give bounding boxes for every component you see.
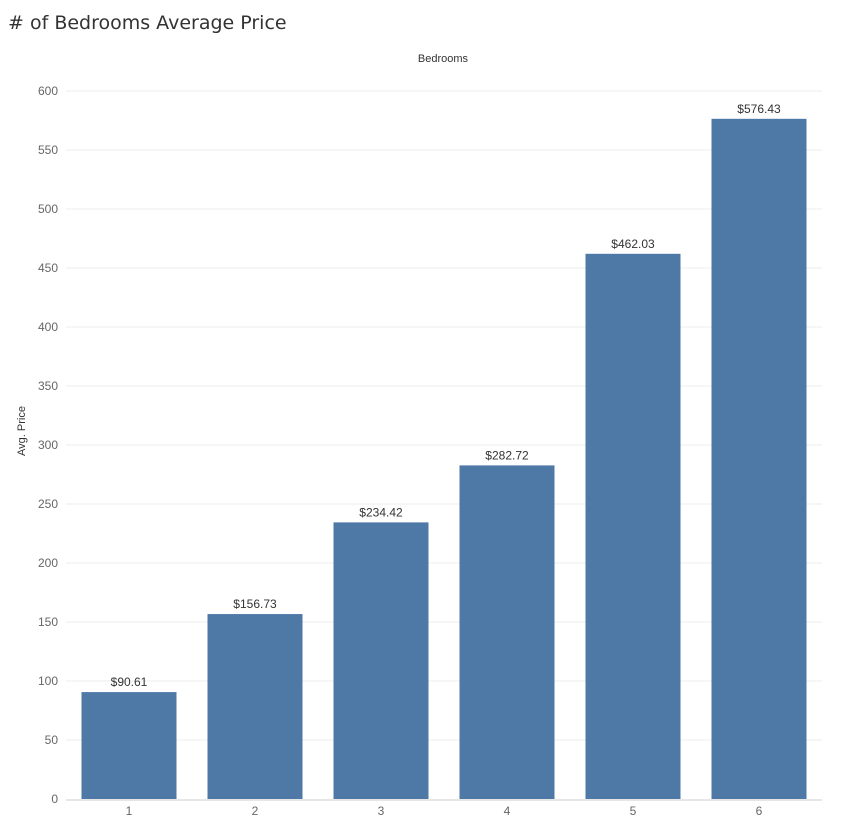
x-tick-label: 4 [504,804,511,818]
y-tick-label: 350 [38,379,58,393]
data-labels: $90.61 $156.73 $234.42 $282.72 $462.03 $576.4… [111,102,781,689]
bar-1[interactable] [81,692,177,799]
x-tick-label: 2 [252,804,259,818]
y-axis-ticks: 0 50 100 150 200 250 300 350 400 450 500 550 600 [38,84,58,806]
x-tick-label: 3 [378,804,385,818]
bar-6[interactable] [711,118,807,799]
bar-2[interactable] [207,614,303,799]
y-tick-label: 500 [38,202,58,216]
y-tick-label: 400 [38,320,58,334]
x-tick-label: 6 [756,804,763,818]
data-label: $462.03 [611,237,655,251]
data-label: $234.42 [359,505,403,519]
x-tick-label: 1 [126,804,133,818]
y-tick-label: 450 [38,261,58,275]
gridlines [66,90,822,741]
x-axis-ticks: 1 2 3 4 5 6 [126,804,763,818]
x-tick-label: 5 [630,804,637,818]
chart-title: # of Bedrooms Average Price [8,12,287,34]
y-tick-label: 300 [38,438,58,452]
data-label: $282.72 [485,448,529,462]
y-tick-label: 200 [38,556,58,570]
y-tick-label: 550 [38,143,58,157]
y-tick-label: 100 [38,674,58,688]
data-label: $90.61 [111,675,148,689]
y-tick-label: 150 [38,615,58,629]
data-label: $156.73 [233,597,277,611]
bars [81,118,807,800]
y-tick-label: 600 [38,84,58,98]
bar-4[interactable] [459,465,555,799]
y-tick-label: 0 [51,792,58,806]
bar-5[interactable] [585,253,681,800]
data-label: $576.43 [737,102,781,116]
y-tick-label: 50 [45,733,59,747]
column-header: Bedrooms [418,53,469,65]
y-tick-label: 250 [38,497,58,511]
bar-3[interactable] [333,522,429,799]
y-axis-label: Avg. Price [16,406,28,456]
